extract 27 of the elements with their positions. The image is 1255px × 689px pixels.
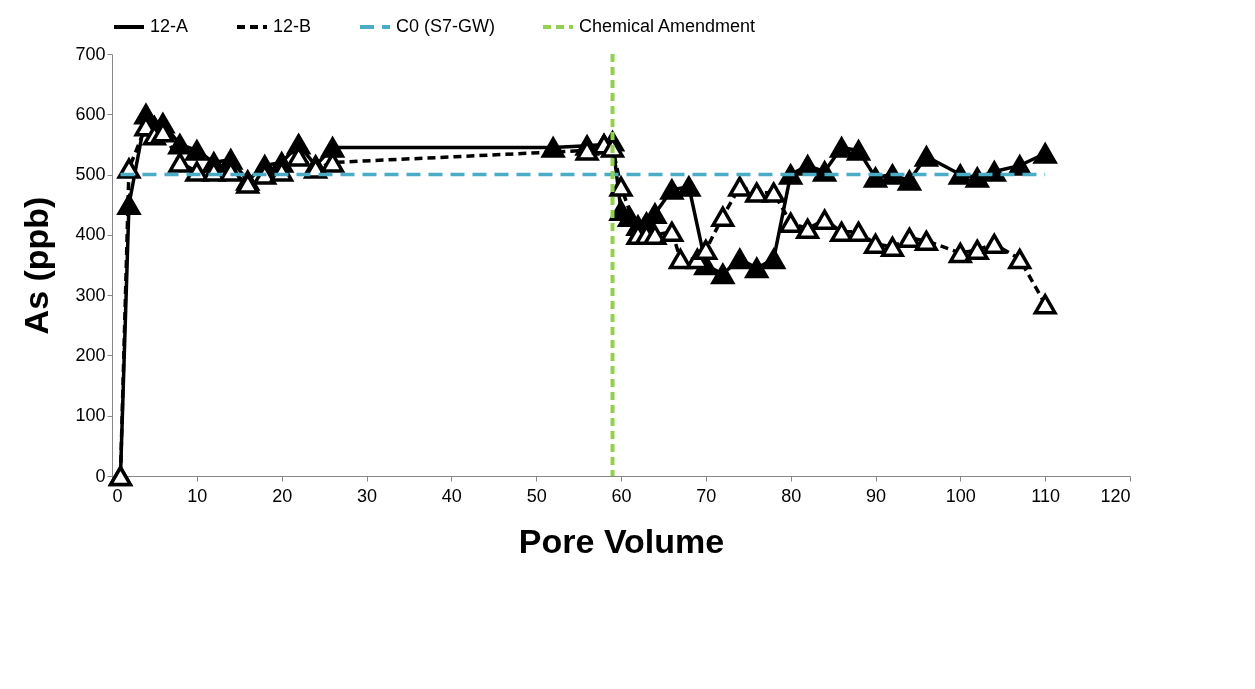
legend-label: C0 (S7-GW) [396,16,495,36]
x-tick-label: 120 [1100,485,1131,506]
y-tick-label: 0 [95,465,106,486]
x-tick-label: 80 [781,485,802,506]
x-tick-label: 30 [356,485,378,506]
x-tick-label: 10 [187,485,208,506]
x-tick-label: 20 [272,485,293,506]
x-tick-label: 50 [526,485,547,506]
y-tick-label: 300 [75,284,106,305]
x-tick-label: 90 [865,485,887,506]
x-tick-label: 40 [441,485,462,506]
y-tick-label: 600 [75,103,106,124]
x-tick-label: 70 [696,485,717,506]
legend-label: Chemical Amendment [579,16,756,36]
y-tick-label: 200 [75,344,106,365]
x-tick-label: 60 [611,485,632,506]
legend-label: 12-A [150,16,189,36]
y-tick-label: 100 [75,405,106,426]
x-tick-label: 0 [112,485,123,506]
y-tick-label: 700 [75,43,106,64]
x-tick-label: 100 [945,485,976,506]
y-axis-title: As (ppb) [17,196,56,335]
y-tick-label: 500 [75,164,106,185]
legend-label: 12-B [273,16,312,36]
x-axis-title: Pore Volume [518,521,725,560]
y-tick-label: 400 [75,224,106,245]
x-tick-label: 110 [1031,485,1061,506]
